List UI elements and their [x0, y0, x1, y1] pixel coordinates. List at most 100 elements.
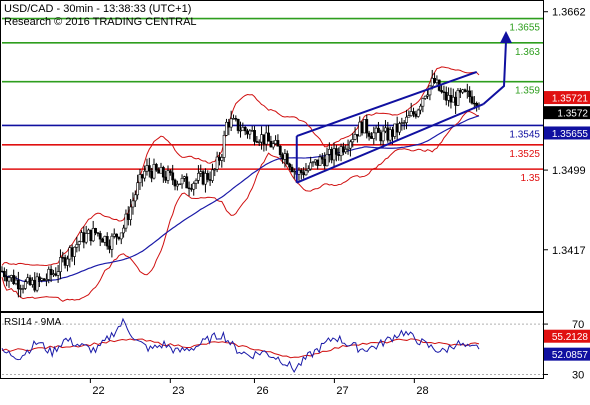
candle-body-7 [16, 279, 20, 290]
candle-body-134 [313, 159, 317, 163]
candle-body-1 [2, 270, 6, 278]
candle-body-99 [232, 118, 235, 120]
candle-body-60 [140, 174, 144, 179]
candle-body-175 [409, 111, 413, 116]
candle-body-157 [367, 132, 371, 137]
candle-body-158 [370, 136, 373, 139]
candle-body-65 [152, 164, 156, 179]
candle-body-170 [398, 123, 401, 133]
candle-body-50 [117, 236, 121, 240]
candle-body-119 [278, 145, 282, 156]
candle-body-146 [341, 146, 345, 153]
level-label-3: 1.3545 [509, 129, 540, 140]
candle-body-133 [311, 161, 315, 164]
candle-body-127 [297, 170, 301, 175]
candle-body-199 [465, 90, 469, 92]
target-arrow-head [500, 31, 512, 44]
candle-body-121 [283, 153, 287, 160]
candle-body-40 [94, 228, 97, 234]
candle-body-194 [454, 96, 458, 106]
candle-body-68 [159, 167, 163, 174]
candle-body-147 [344, 149, 348, 153]
level-label-1: 1.363 [515, 47, 540, 58]
candle-body-79 [185, 176, 189, 189]
candle-body-165 [386, 127, 390, 141]
candle-body-105 [246, 130, 249, 135]
candle-body-160 [374, 127, 378, 134]
candle-body-94 [220, 157, 224, 161]
candle-body-87 [204, 173, 207, 185]
candle-body-75 [175, 183, 179, 187]
candle-body-8 [19, 288, 23, 290]
candle-body-139 [325, 153, 329, 167]
candle-body-0 [0, 270, 4, 273]
candle-body-47 [110, 235, 114, 250]
candle-body-24 [56, 271, 60, 276]
candle-body-161 [377, 127, 380, 133]
rsi-title: RSI14 - 9MA [4, 317, 62, 328]
candle-body-124 [290, 166, 294, 172]
candle-body-30 [70, 247, 74, 257]
candle-body-190 [444, 91, 448, 101]
candle-body-188 [440, 90, 443, 93]
price-marker-bg-1 [544, 91, 590, 105]
candle-body-16 [38, 276, 41, 281]
candle-body-200 [468, 90, 472, 97]
candle-body-169 [395, 123, 399, 133]
candle-body-98 [229, 118, 233, 128]
price-tick-label-1: 1.3499 [552, 165, 586, 177]
bollinger-bands [1, 66, 480, 302]
candle-body-36 [84, 233, 88, 243]
candle-body-20 [47, 268, 51, 280]
price-tick-label-0: 1.3662 [552, 7, 586, 19]
candle-body-125 [292, 170, 296, 173]
candle-body-46 [108, 245, 111, 250]
time-tick-label-1: 23 [172, 385, 184, 397]
candle-body-4 [9, 275, 13, 278]
candle-body-51 [119, 232, 123, 240]
candle-body-129 [302, 172, 306, 176]
candle-body-33 [77, 241, 81, 245]
candle-body-115 [269, 140, 273, 148]
rsi-marker-label-1: 52.0857 [552, 350, 589, 361]
candle-body-117 [274, 140, 277, 144]
candle-body-120 [281, 154, 284, 160]
candle-body-168 [393, 123, 397, 137]
candle-body-67 [157, 169, 161, 174]
candle-body-5 [12, 275, 16, 284]
candle-body-185 [433, 77, 436, 83]
candle-body-152 [356, 134, 359, 137]
rsi-line [1, 317, 480, 374]
candle-body-56 [131, 200, 135, 208]
candle-body-64 [150, 170, 154, 179]
candle-body-48 [112, 233, 116, 237]
candle-body-53 [124, 213, 128, 229]
candle-body-137 [320, 156, 324, 160]
candle-body-171 [400, 122, 404, 124]
candle-body-150 [351, 139, 355, 143]
candle-body-39 [91, 228, 95, 242]
candle-body-26 [61, 257, 65, 259]
level-label-4: 1.3525 [509, 149, 540, 160]
candle-body-182 [426, 94, 429, 97]
candle-body-103 [241, 127, 245, 131]
time-tick-label-4: 28 [416, 385, 428, 397]
candle-body-101 [236, 118, 240, 131]
candle-body-18 [42, 278, 46, 281]
candle-body-66 [154, 164, 158, 171]
candle-body-138 [323, 158, 327, 167]
candle-body-55 [129, 206, 133, 220]
candle-body-97 [227, 121, 231, 128]
candle-body-183 [428, 85, 432, 96]
moving-average [1, 115, 480, 283]
candle-body-62 [145, 165, 149, 172]
level-label-2: 1.359 [515, 86, 540, 97]
price-marker-bg-2 [544, 126, 590, 140]
candle-body-145 [339, 146, 343, 156]
candle-body-104 [243, 127, 247, 132]
candle-body-31 [73, 246, 76, 257]
candle-body-118 [276, 140, 280, 147]
candle-body-17 [40, 278, 44, 281]
candle-body-154 [360, 121, 364, 134]
